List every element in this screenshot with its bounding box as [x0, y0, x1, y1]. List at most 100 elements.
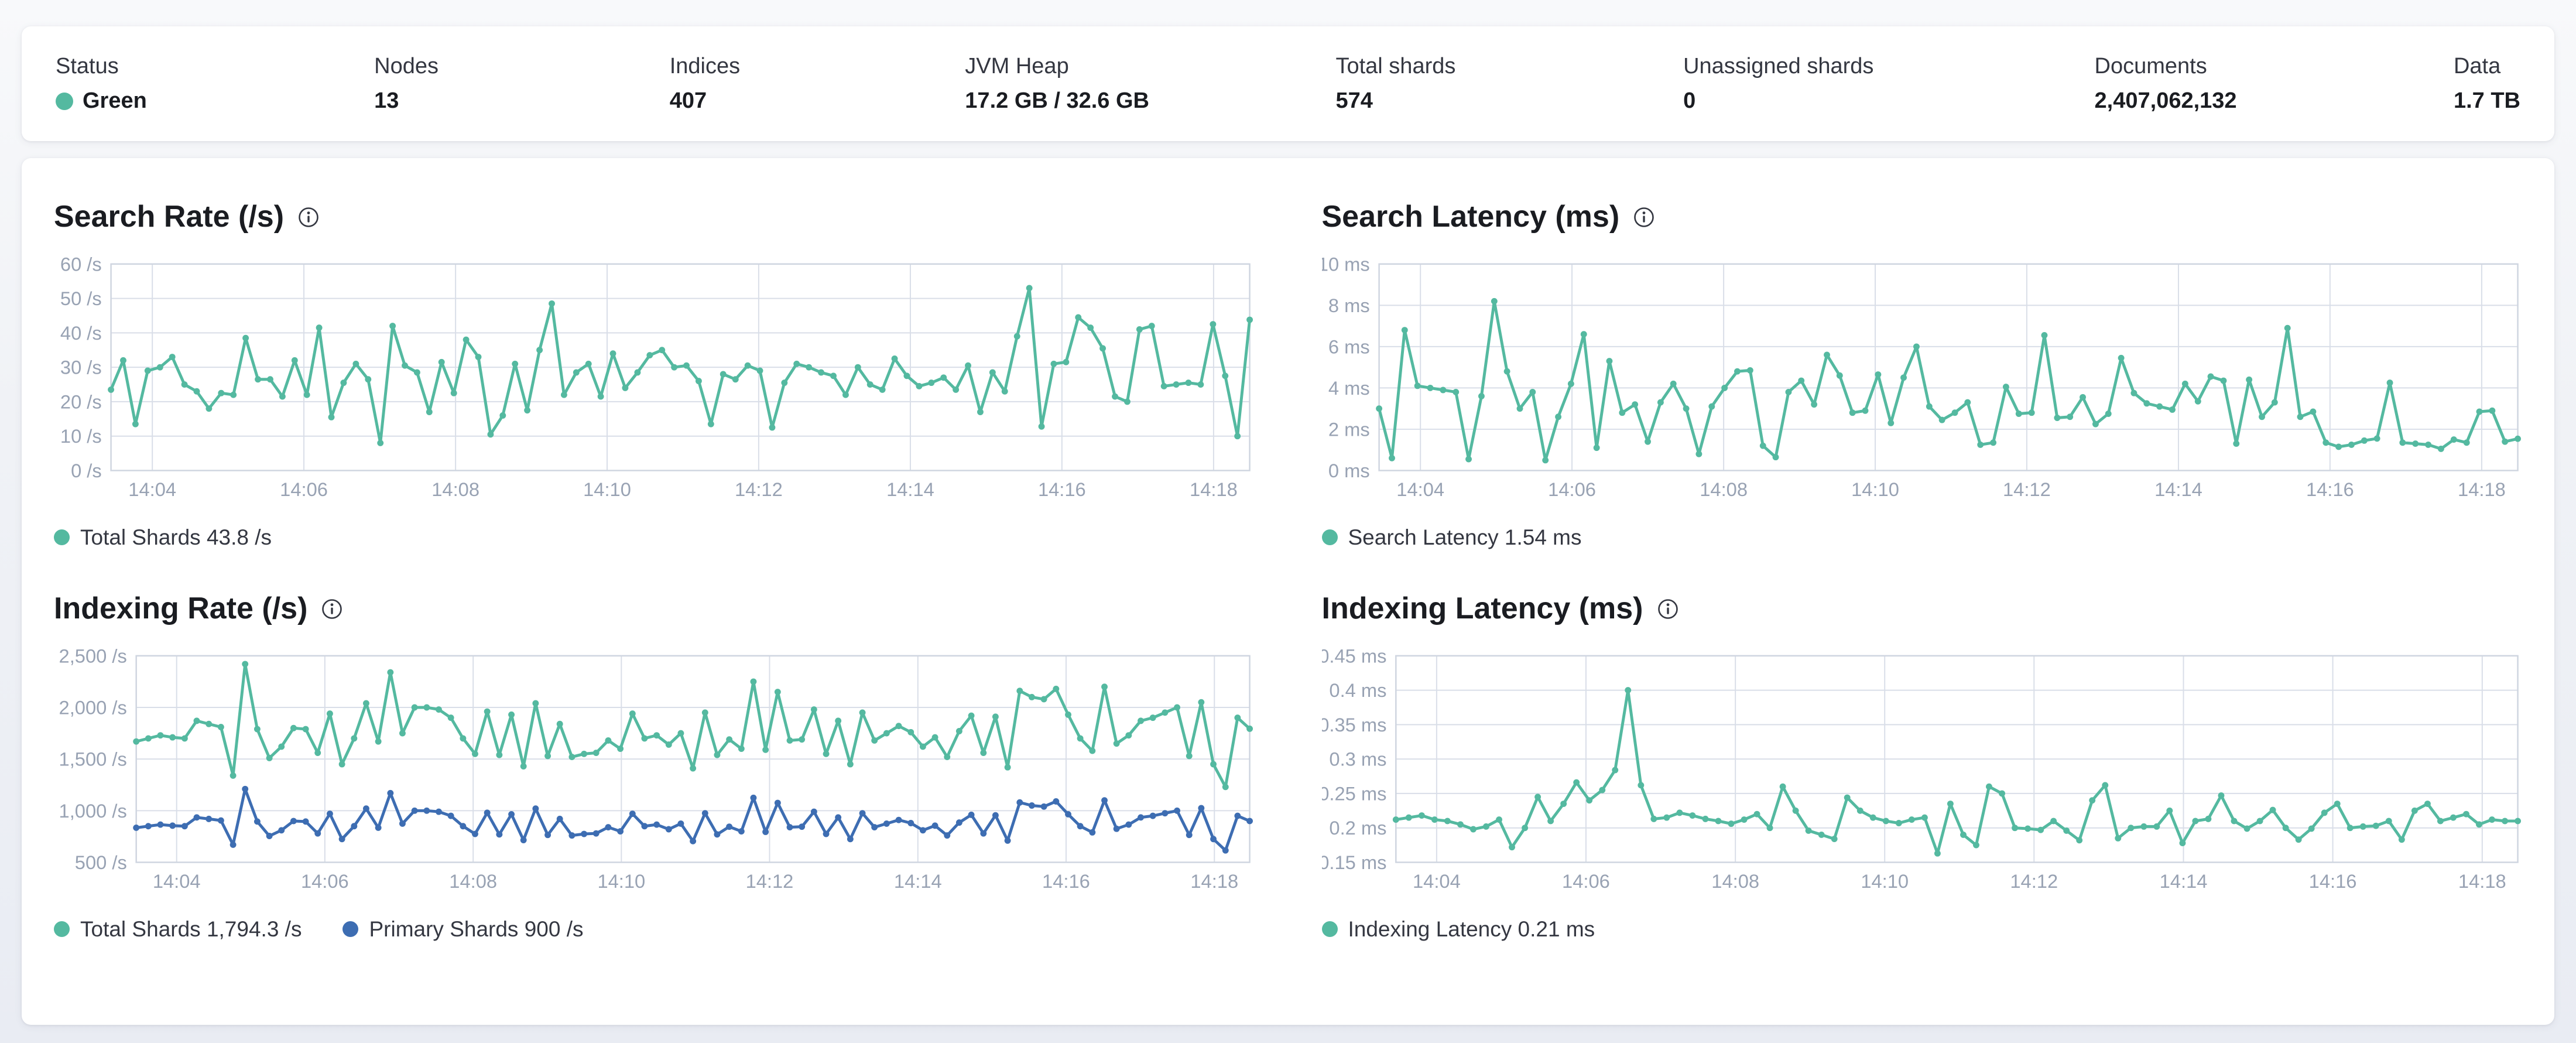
stat-value: 407	[669, 88, 707, 113]
stat-label: Documents	[2094, 54, 2207, 78]
svg-text:0.2 ms: 0.2 ms	[1329, 817, 1386, 839]
indexing-latency-chart[interactable]: 0.15 ms 0.2 ms 0.25 ms 0.3 ms 0.35 ms 0.4 ms 0…	[1322, 645, 2523, 908]
svg-text:14:06: 14:06	[1562, 870, 1610, 892]
svg-text:14:14: 14:14	[2159, 870, 2207, 892]
series-dot-icon	[1321, 921, 1338, 938]
svg-text:500 /s: 500 /s	[75, 852, 127, 873]
legend-label: Indexing Latency 0.21 ms	[1348, 917, 1595, 941]
stat-jvm-heap: JVM Heap 17.2 GB / 32.6 GB	[965, 54, 1335, 114]
svg-text:20 /s: 20 /s	[60, 391, 102, 413]
stat-value: 13	[374, 88, 399, 113]
svg-text:30 /s: 30 /s	[60, 357, 102, 378]
svg-text:14:08: 14:08	[431, 478, 479, 500]
info-icon[interactable]	[297, 206, 320, 229]
legend-item[interactable]: Primary Shards 900 /s	[342, 917, 584, 942]
svg-text:50 /s: 50 /s	[60, 288, 102, 309]
metrics-panels-card: Search Rate (/s) 0 /s 10 /s 20 /s 30 /s 40 /…	[22, 158, 2554, 1025]
svg-text:14:16: 14:16	[1038, 478, 1086, 500]
svg-text:14:04: 14:04	[1412, 870, 1460, 892]
svg-text:0.15 ms: 0.15 ms	[1322, 852, 1386, 873]
stat-value: Green	[56, 88, 374, 114]
svg-text:14:14: 14:14	[2154, 478, 2202, 500]
svg-text:8 ms: 8 ms	[1328, 295, 1369, 316]
stat-value: 574	[1335, 88, 1373, 113]
status-dot-icon	[56, 92, 73, 110]
panel-title-row: Search Latency (ms)	[1322, 200, 2523, 234]
svg-text:14:12: 14:12	[735, 478, 783, 500]
stat-label: Unassigned shards	[1683, 54, 1874, 78]
svg-text:14:10: 14:10	[1851, 478, 1899, 500]
svg-text:14:18: 14:18	[1190, 870, 1238, 892]
svg-text:0.4 ms: 0.4 ms	[1329, 679, 1386, 701]
panel-title: Search Latency (ms)	[1321, 200, 1620, 234]
stat-unassigned-shards: Unassigned shards 0	[1683, 54, 2094, 114]
svg-text:0.3 ms: 0.3 ms	[1329, 748, 1386, 770]
svg-text:14:10: 14:10	[597, 870, 645, 892]
panel-title-row: Indexing Rate (/s)	[54, 591, 1255, 625]
svg-text:2,500 /s: 2,500 /s	[59, 645, 127, 666]
status-value-text: Green	[83, 88, 147, 113]
legend-label: Primary Shards 900 /s	[369, 917, 584, 941]
legend-item[interactable]: Total Shards 43.8 /s	[54, 525, 272, 550]
panel-search-rate: Search Rate (/s) 0 /s 10 /s 20 /s 30 /s 40 /…	[54, 200, 1255, 550]
info-icon[interactable]	[1632, 206, 1656, 229]
legend-label: Total Shards 43.8 /s	[80, 525, 272, 549]
svg-text:14:08: 14:08	[1711, 870, 1759, 892]
search-latency-legend: Search Latency 1.54 ms	[1321, 525, 2523, 550]
legend-label: Search Latency 1.54 ms	[1348, 525, 1582, 549]
series-dot-icon	[54, 529, 70, 546]
svg-text:0 ms: 0 ms	[1328, 460, 1369, 481]
indexing-rate-chart[interactable]: 500 /s 1,000 /s 1,500 /s 2,000 /s 2,500 /s 14…	[54, 645, 1255, 908]
panel-title: Indexing Rate (/s)	[54, 591, 308, 625]
charts-grid: Search Rate (/s) 0 /s 10 /s 20 /s 30 /s 40 /…	[54, 200, 2522, 942]
svg-text:2,000 /s: 2,000 /s	[59, 697, 127, 719]
indexing-rate-legend: Total Shards 1,794.3 /s Primary Shards 9…	[54, 917, 1255, 942]
stat-label: Indices	[669, 54, 741, 78]
stat-indices: Indices 407	[670, 54, 965, 114]
stat-documents: Documents 2,407,062,132	[2095, 54, 2454, 114]
svg-text:14:16: 14:16	[2308, 870, 2356, 892]
legend-item[interactable]: Total Shards 1,794.3 /s	[54, 917, 302, 942]
svg-text:1,000 /s: 1,000 /s	[59, 800, 127, 822]
svg-text:14:04: 14:04	[128, 478, 176, 500]
svg-text:6 ms: 6 ms	[1328, 336, 1369, 358]
svg-text:14:18: 14:18	[2458, 870, 2506, 892]
panel-indexing-latency: Indexing Latency (ms) 0.15 ms 0.2 ms 0.25 …	[1321, 591, 2523, 942]
svg-text:0.35 ms: 0.35 ms	[1322, 714, 1386, 736]
svg-text:0.25 ms: 0.25 ms	[1322, 783, 1386, 805]
svg-text:14:08: 14:08	[1700, 478, 1748, 500]
panel-title: Search Rate (/s)	[54, 200, 285, 234]
legend-item[interactable]: Indexing Latency 0.21 ms	[1321, 917, 1595, 942]
svg-text:14:18: 14:18	[2458, 478, 2506, 500]
svg-text:14:14: 14:14	[894, 870, 942, 892]
search-rate-chart[interactable]: 0 /s 10 /s 20 /s 30 /s 40 /s 50 /s 60 /s 14:04 1…	[54, 254, 1255, 516]
stat-nodes: Nodes 13	[374, 54, 670, 114]
svg-text:0 /s: 0 /s	[71, 460, 102, 481]
search-latency-chart[interactable]: 0 ms 2 ms 4 ms 6 ms 8 ms 10 ms 14:04 14:06 14:08…	[1322, 254, 2523, 516]
svg-text:60 /s: 60 /s	[60, 254, 102, 275]
panel-title: Indexing Latency (ms)	[1321, 591, 1643, 625]
legend-label: Total Shards 1,794.3 /s	[80, 917, 302, 941]
svg-text:14:18: 14:18	[1190, 478, 1238, 500]
svg-text:14:12: 14:12	[2010, 870, 2058, 892]
stat-value: 1.7 TB	[2453, 88, 2520, 113]
panel-indexing-rate: Indexing Rate (/s) 500 /s 1,000 /s 1,500 /…	[54, 591, 1255, 942]
svg-text:1,500 /s: 1,500 /s	[59, 748, 127, 770]
cluster-status-bar: Status Green Nodes 13 Indices 407 JVM He…	[22, 26, 2554, 141]
indexing-latency-legend: Indexing Latency 0.21 ms	[1321, 917, 2523, 942]
series-dot-icon	[342, 921, 359, 938]
svg-text:14:06: 14:06	[301, 870, 349, 892]
stat-value: 2,407,062,132	[2094, 88, 2237, 113]
svg-text:14:12: 14:12	[746, 870, 794, 892]
info-icon[interactable]	[320, 597, 344, 621]
svg-text:14:04: 14:04	[153, 870, 201, 892]
info-icon[interactable]	[1656, 597, 1680, 621]
svg-text:14:06: 14:06	[280, 478, 328, 500]
svg-text:14:16: 14:16	[2306, 478, 2354, 500]
svg-text:4 ms: 4 ms	[1328, 377, 1369, 399]
stat-data-size: Data 1.7 TB	[2454, 54, 2520, 114]
stat-total-shards: Total shards 574	[1335, 54, 1683, 114]
stat-label: Data	[2453, 54, 2501, 78]
legend-item[interactable]: Search Latency 1.54 ms	[1321, 525, 1582, 550]
stat-label: Status	[56, 54, 119, 78]
